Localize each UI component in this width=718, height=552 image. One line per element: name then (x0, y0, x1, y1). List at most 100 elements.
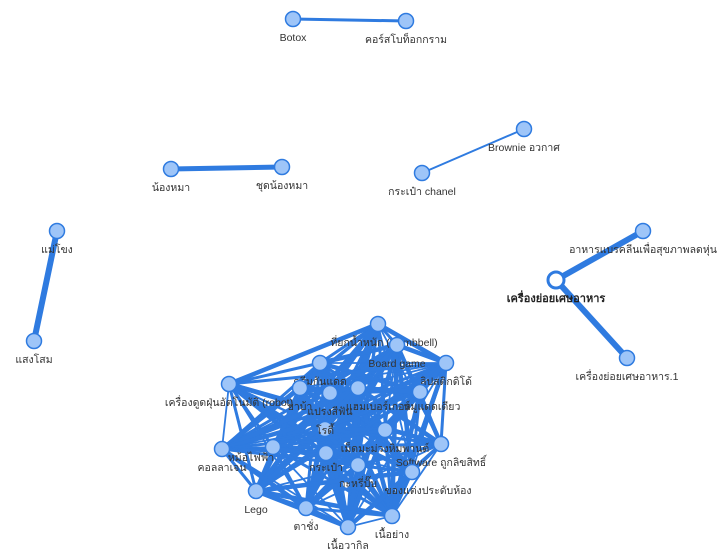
node-robot[interactable]: เครื่องดูดฝุ่นอัตโนมัติ (robot) (165, 375, 293, 410)
edge-bag-wagyu (324, 451, 350, 529)
node-grinder1[interactable]: เครื่องย่อยเศษอาหาร.1 (576, 349, 679, 384)
node-circle[interactable] (634, 222, 652, 240)
node-label: แฮมเบอร์เกอร์ (346, 400, 411, 413)
edge-boardgame-lipstick (394, 342, 449, 366)
node-label: Lego (244, 504, 268, 516)
node-circle[interactable] (403, 463, 421, 481)
node-label: แม่โขง (41, 243, 73, 256)
node-lego[interactable]: Lego (244, 482, 268, 517)
node-label: ตาชั่ง (294, 519, 319, 533)
node-decor[interactable]: ของแต่งประดับห้อง (384, 463, 472, 498)
node-mangrove[interactable]: หม้อไฟฟ้า (228, 438, 282, 465)
edge-software-lego (255, 443, 442, 492)
node-label: อาหารแบรคลีนเพื่อสุขภาพลดหุ่น (569, 242, 717, 256)
node-circle[interactable] (546, 270, 566, 290)
node-circle[interactable] (311, 354, 329, 372)
node-software[interactable]: Software ถูกลิขสิทธิ์ (396, 435, 488, 470)
node-circle[interactable] (213, 440, 231, 458)
node-circle[interactable] (220, 375, 238, 393)
node-grinder[interactable]: เครื่องย่อยเศษอาหาร (507, 270, 606, 305)
node-circle[interactable] (388, 336, 406, 354)
edge-ya-collagen (219, 385, 303, 452)
node-label: ชุดน้องหมา (256, 180, 308, 192)
edge-mangrove-curry (271, 445, 360, 467)
node-dog[interactable]: น้องหมา (152, 160, 190, 195)
node-maekhong[interactable]: แม่โขง (41, 222, 73, 257)
node-label: คอลลาเจน (197, 462, 246, 474)
node-circle[interactable] (369, 315, 387, 333)
edge-maekhong-saengsom (31, 228, 60, 344)
node-circle[interactable] (339, 518, 357, 536)
node-circle[interactable] (317, 444, 335, 462)
node-circle[interactable] (297, 499, 315, 517)
node-circle[interactable] (321, 384, 339, 402)
node-label: เม็ดมะม่วงหิมพานต์ (341, 441, 430, 455)
edge-noodle-lego (255, 391, 421, 492)
node-label: Software ถูกลิขสิทธิ์ (396, 454, 488, 469)
node-label: หม้อไฟฟ้า (228, 451, 274, 464)
node-circle[interactable] (349, 456, 367, 474)
node-course[interactable]: คอร์สโบท็อกกราม (365, 12, 447, 47)
node-dogsuit[interactable]: ชุดน้องหมา (256, 158, 308, 193)
node-toothbrush[interactable]: แปรงสีฟัน (307, 384, 353, 419)
node-label: น้องหมา (152, 182, 190, 194)
node-brownie[interactable]: Brownie อวกาศ (488, 120, 560, 155)
node-label: คอร์สโบท็อกกราม (365, 32, 447, 46)
node-noodle[interactable]: หมูแดดเดียว (404, 383, 461, 414)
edge-mangrove-seeds (271, 428, 387, 449)
node-circle[interactable] (284, 10, 302, 28)
node-label: ของแต่งประดับห้อง (384, 485, 471, 497)
node-lipstick[interactable]: ลิปสติกดิโด้ (420, 354, 472, 389)
node-circle[interactable] (349, 379, 367, 397)
node-chanel[interactable]: กระเป๋า chanel (388, 164, 456, 199)
node-circle[interactable] (437, 354, 455, 372)
node-circle[interactable] (273, 158, 291, 176)
node-label: เครื่องย่อยเศษอาหาร.1 (576, 369, 679, 383)
edge-lipstick-software (439, 361, 448, 446)
node-circle[interactable] (25, 332, 43, 350)
node-circle[interactable] (376, 421, 394, 439)
node-label: กะหรี่ปั๊บ (339, 475, 377, 490)
node-circle[interactable] (432, 435, 450, 453)
node-circle[interactable] (162, 160, 180, 178)
node-circle[interactable] (397, 12, 415, 30)
node-tachang[interactable]: ตาชั่ง (294, 499, 319, 534)
node-label: กระเป๋า (309, 462, 343, 474)
edge-robot-curry (226, 381, 361, 468)
node-saengsom[interactable]: แสงโสม (15, 332, 53, 367)
node-hamburger[interactable]: แฮมเบอร์เกอร์ (346, 379, 411, 414)
node-circle[interactable] (316, 420, 334, 438)
node-boardgame[interactable]: Board game (368, 336, 426, 371)
node-circle[interactable] (411, 383, 429, 401)
edge-hamburger-noodle (355, 385, 423, 395)
node-beef[interactable]: เนื้อย่าง (375, 507, 409, 542)
edge-botox-course (291, 17, 408, 23)
edge-chanel-brownie (421, 128, 525, 174)
node-circle[interactable] (383, 507, 401, 525)
edge-lego-decor (253, 469, 415, 494)
node-botox[interactable]: Botox (280, 10, 308, 45)
node-wagyu[interactable]: เนื้อวากิล (327, 518, 369, 552)
node-curry[interactable]: กะหรี่ปั๊บ (339, 456, 377, 491)
node-circle[interactable] (247, 482, 265, 500)
node-collagen[interactable]: คอลลาเจน (197, 440, 247, 475)
node-circle[interactable] (618, 349, 636, 367)
edge-robot-beef (226, 381, 395, 519)
node-seeds[interactable]: เม็ดมะม่วงหิมพานต์ (341, 421, 430, 456)
node-ya[interactable]: ยาบ้า (288, 379, 313, 414)
edge-lego-beef (253, 488, 395, 519)
node-rosie[interactable]: โรดี้ (316, 420, 335, 438)
node-bag[interactable]: กระเป๋า (309, 444, 343, 475)
node-dumbbell[interactable]: ที่ยกน้ำหนัก (Dumbbell) (330, 315, 438, 350)
node-circle[interactable] (413, 164, 431, 182)
node-layer: Botox คอร์สโบท็อกกราม Brownie อวกาศกระเป๋า… (15, 10, 717, 552)
node-label: Board game (368, 358, 425, 370)
node-circle[interactable] (48, 222, 66, 240)
node-label: เนื้อวากิล (327, 538, 369, 552)
node-circle[interactable] (515, 120, 533, 138)
node-circle[interactable] (264, 438, 282, 456)
node-cleanfood[interactable]: อาหารแบรคลีนเพื่อสุขภาพลดหุ่น (569, 222, 717, 257)
edge-curry-beef (357, 464, 393, 517)
node-circle[interactable] (291, 379, 309, 397)
